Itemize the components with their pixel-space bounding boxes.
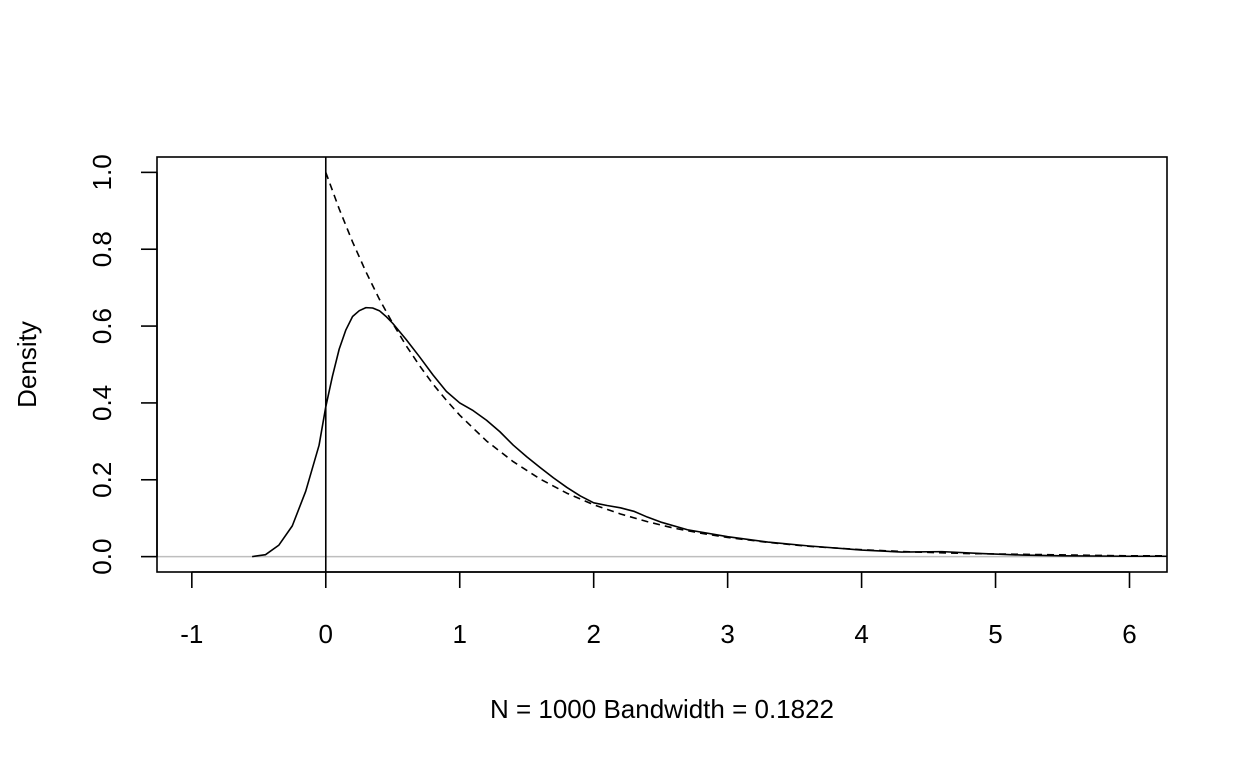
- x-tick-label: 3: [720, 619, 734, 649]
- x-tick-label: 2: [586, 619, 600, 649]
- kernel-density-curve: [251, 306, 1167, 558]
- x-tick-label: -1: [180, 619, 203, 649]
- y-tick-label: 0.6: [87, 308, 117, 344]
- y-tick-label: 0.2: [87, 462, 117, 498]
- x-axis: -1 0 1 2 3 4 5 6: [180, 571, 1137, 649]
- x-tick-label: 4: [854, 619, 868, 649]
- x-tick-label: 5: [988, 619, 1002, 649]
- y-axis-title: Density: [12, 321, 42, 408]
- exponential-density-curve: [325, 172, 1167, 557]
- y-tick-label: 1.0: [87, 154, 117, 190]
- y-tick-label: 0.0: [87, 539, 117, 575]
- x-tick-label: 1: [452, 619, 466, 649]
- x-tick-label: 6: [1122, 619, 1136, 649]
- y-tick-label: 0.8: [87, 231, 117, 267]
- y-axis: 0.0 0.2 0.4 0.6 0.8 1.0: [87, 154, 158, 575]
- x-axis-title: N = 1000 Bandwidth = 0.1822: [490, 694, 834, 724]
- x-tick-label: 0: [319, 619, 333, 649]
- plot-frame: [156, 156, 1168, 573]
- y-tick-label: 0.4: [87, 385, 117, 421]
